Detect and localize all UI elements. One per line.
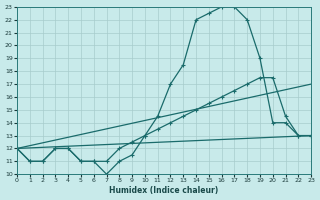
X-axis label: Humidex (Indice chaleur): Humidex (Indice chaleur) xyxy=(109,186,219,195)
